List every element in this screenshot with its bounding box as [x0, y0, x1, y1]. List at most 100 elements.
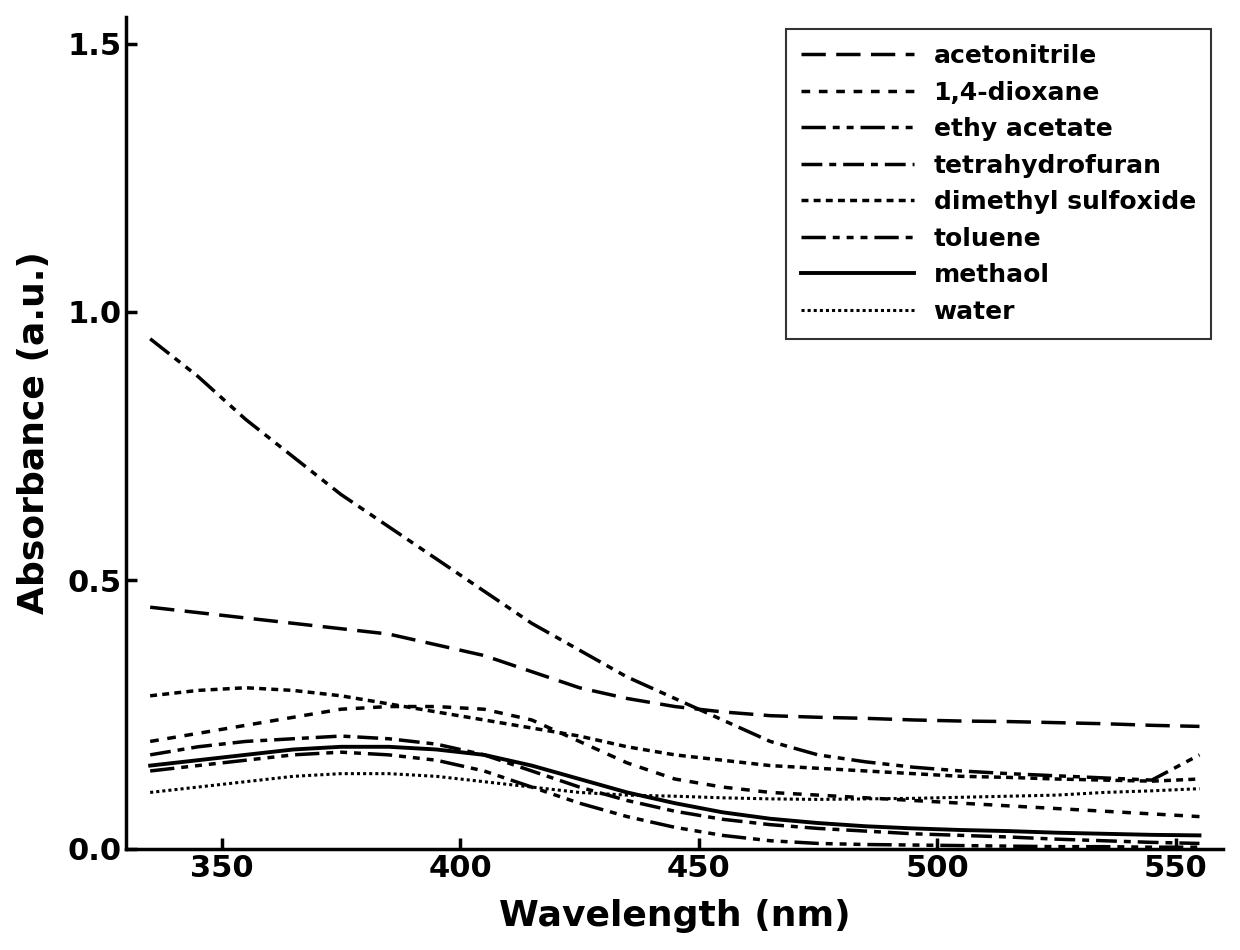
toluene [620, 811, 635, 823]
tetrahydrofuran [572, 781, 587, 792]
water [620, 789, 635, 801]
1,4-dioxane [525, 714, 539, 726]
water [572, 787, 587, 798]
methaol [525, 760, 539, 771]
dimethyl sulfoxide [143, 690, 157, 701]
tetrahydrofuran [1145, 837, 1159, 848]
dimethyl sulfoxide [525, 722, 539, 733]
dimethyl sulfoxide [811, 763, 826, 774]
toluene [715, 829, 730, 841]
dimethyl sulfoxide [763, 760, 777, 771]
water [1049, 789, 1064, 801]
1,4-dioxane [429, 701, 444, 712]
acetonitrile [285, 618, 300, 629]
water [1001, 790, 1016, 802]
acetonitrile [1096, 718, 1111, 730]
Legend: acetonitrile, 1,4-dioxane, ethy acetate, tetrahydrofuran, dimethyl sulfoxide, to: acetonitrile, 1,4-dioxane, ethy acetate,… [786, 29, 1210, 338]
tetrahydrofuran [858, 826, 873, 837]
ethy acetate [191, 370, 206, 382]
dimethyl sulfoxide [1001, 771, 1016, 783]
1,4-dioxane [238, 720, 253, 732]
toluene [238, 754, 253, 766]
methaol [715, 807, 730, 818]
acetonitrile [381, 628, 396, 639]
acetonitrile [620, 693, 635, 704]
water [285, 770, 300, 782]
dimethyl sulfoxide [667, 750, 682, 761]
1,4-dioxane [476, 704, 491, 715]
ethy acetate [429, 553, 444, 564]
ethy acetate [906, 762, 921, 773]
acetonitrile [858, 712, 873, 724]
dimethyl sulfoxide [906, 768, 921, 779]
ethy acetate [334, 489, 348, 501]
ethy acetate [238, 413, 253, 425]
1,4-dioxane [1192, 811, 1207, 823]
tetrahydrofuran [811, 823, 826, 834]
1,4-dioxane [906, 795, 921, 807]
toluene [667, 822, 682, 833]
methaol [858, 821, 873, 832]
water [858, 793, 873, 805]
Line: acetonitrile: acetonitrile [150, 607, 1199, 727]
acetonitrile [811, 712, 826, 723]
acetonitrile [1192, 721, 1207, 732]
1,4-dioxane [763, 787, 777, 798]
Line: ethy acetate: ethy acetate [150, 339, 1199, 780]
1,4-dioxane [572, 735, 587, 747]
toluene [1049, 841, 1064, 852]
toluene [858, 839, 873, 850]
ethy acetate [667, 693, 682, 704]
tetrahydrofuran [620, 795, 635, 807]
methaol [1096, 828, 1111, 840]
methaol [811, 817, 826, 828]
methaol [1049, 827, 1064, 839]
methaol [667, 797, 682, 808]
methaol [954, 825, 968, 836]
methaol [334, 741, 348, 752]
toluene [476, 766, 491, 777]
water [954, 791, 968, 803]
acetonitrile [191, 607, 206, 618]
tetrahydrofuran [667, 806, 682, 817]
tetrahydrofuran [954, 829, 968, 841]
acetonitrile [143, 601, 157, 613]
tetrahydrofuran [906, 828, 921, 840]
methaol [620, 787, 635, 798]
toluene [906, 840, 921, 851]
toluene [572, 797, 587, 808]
acetonitrile [525, 666, 539, 677]
dimethyl sulfoxide [1192, 773, 1207, 785]
methaol [238, 750, 253, 761]
methaol [285, 744, 300, 755]
1,4-dioxane [954, 797, 968, 808]
1,4-dioxane [715, 781, 730, 792]
methaol [1192, 829, 1207, 841]
acetonitrile [1001, 716, 1016, 728]
water [1192, 783, 1207, 794]
1,4-dioxane [143, 735, 157, 747]
dimethyl sulfoxide [620, 741, 635, 752]
dimethyl sulfoxide [429, 706, 444, 717]
dimethyl sulfoxide [1049, 773, 1064, 785]
tetrahydrofuran [1192, 838, 1207, 849]
toluene [954, 840, 968, 851]
dimethyl sulfoxide [715, 754, 730, 766]
ethy acetate [858, 756, 873, 768]
toluene [191, 760, 206, 771]
toluene [525, 781, 539, 792]
water [525, 781, 539, 792]
ethy acetate [811, 750, 826, 761]
X-axis label: Wavelength (nm): Wavelength (nm) [498, 900, 851, 933]
Line: tetrahydrofuran: tetrahydrofuran [150, 736, 1199, 844]
1,4-dioxane [620, 757, 635, 769]
ethy acetate [1096, 772, 1111, 784]
Line: toluene: toluene [150, 752, 1199, 847]
water [429, 770, 444, 782]
1,4-dioxane [381, 701, 396, 712]
Line: dimethyl sulfoxide: dimethyl sulfoxide [150, 688, 1199, 781]
toluene [429, 754, 444, 766]
toluene [763, 835, 777, 846]
tetrahydrofuran [1049, 833, 1064, 845]
1,4-dioxane [1145, 808, 1159, 820]
